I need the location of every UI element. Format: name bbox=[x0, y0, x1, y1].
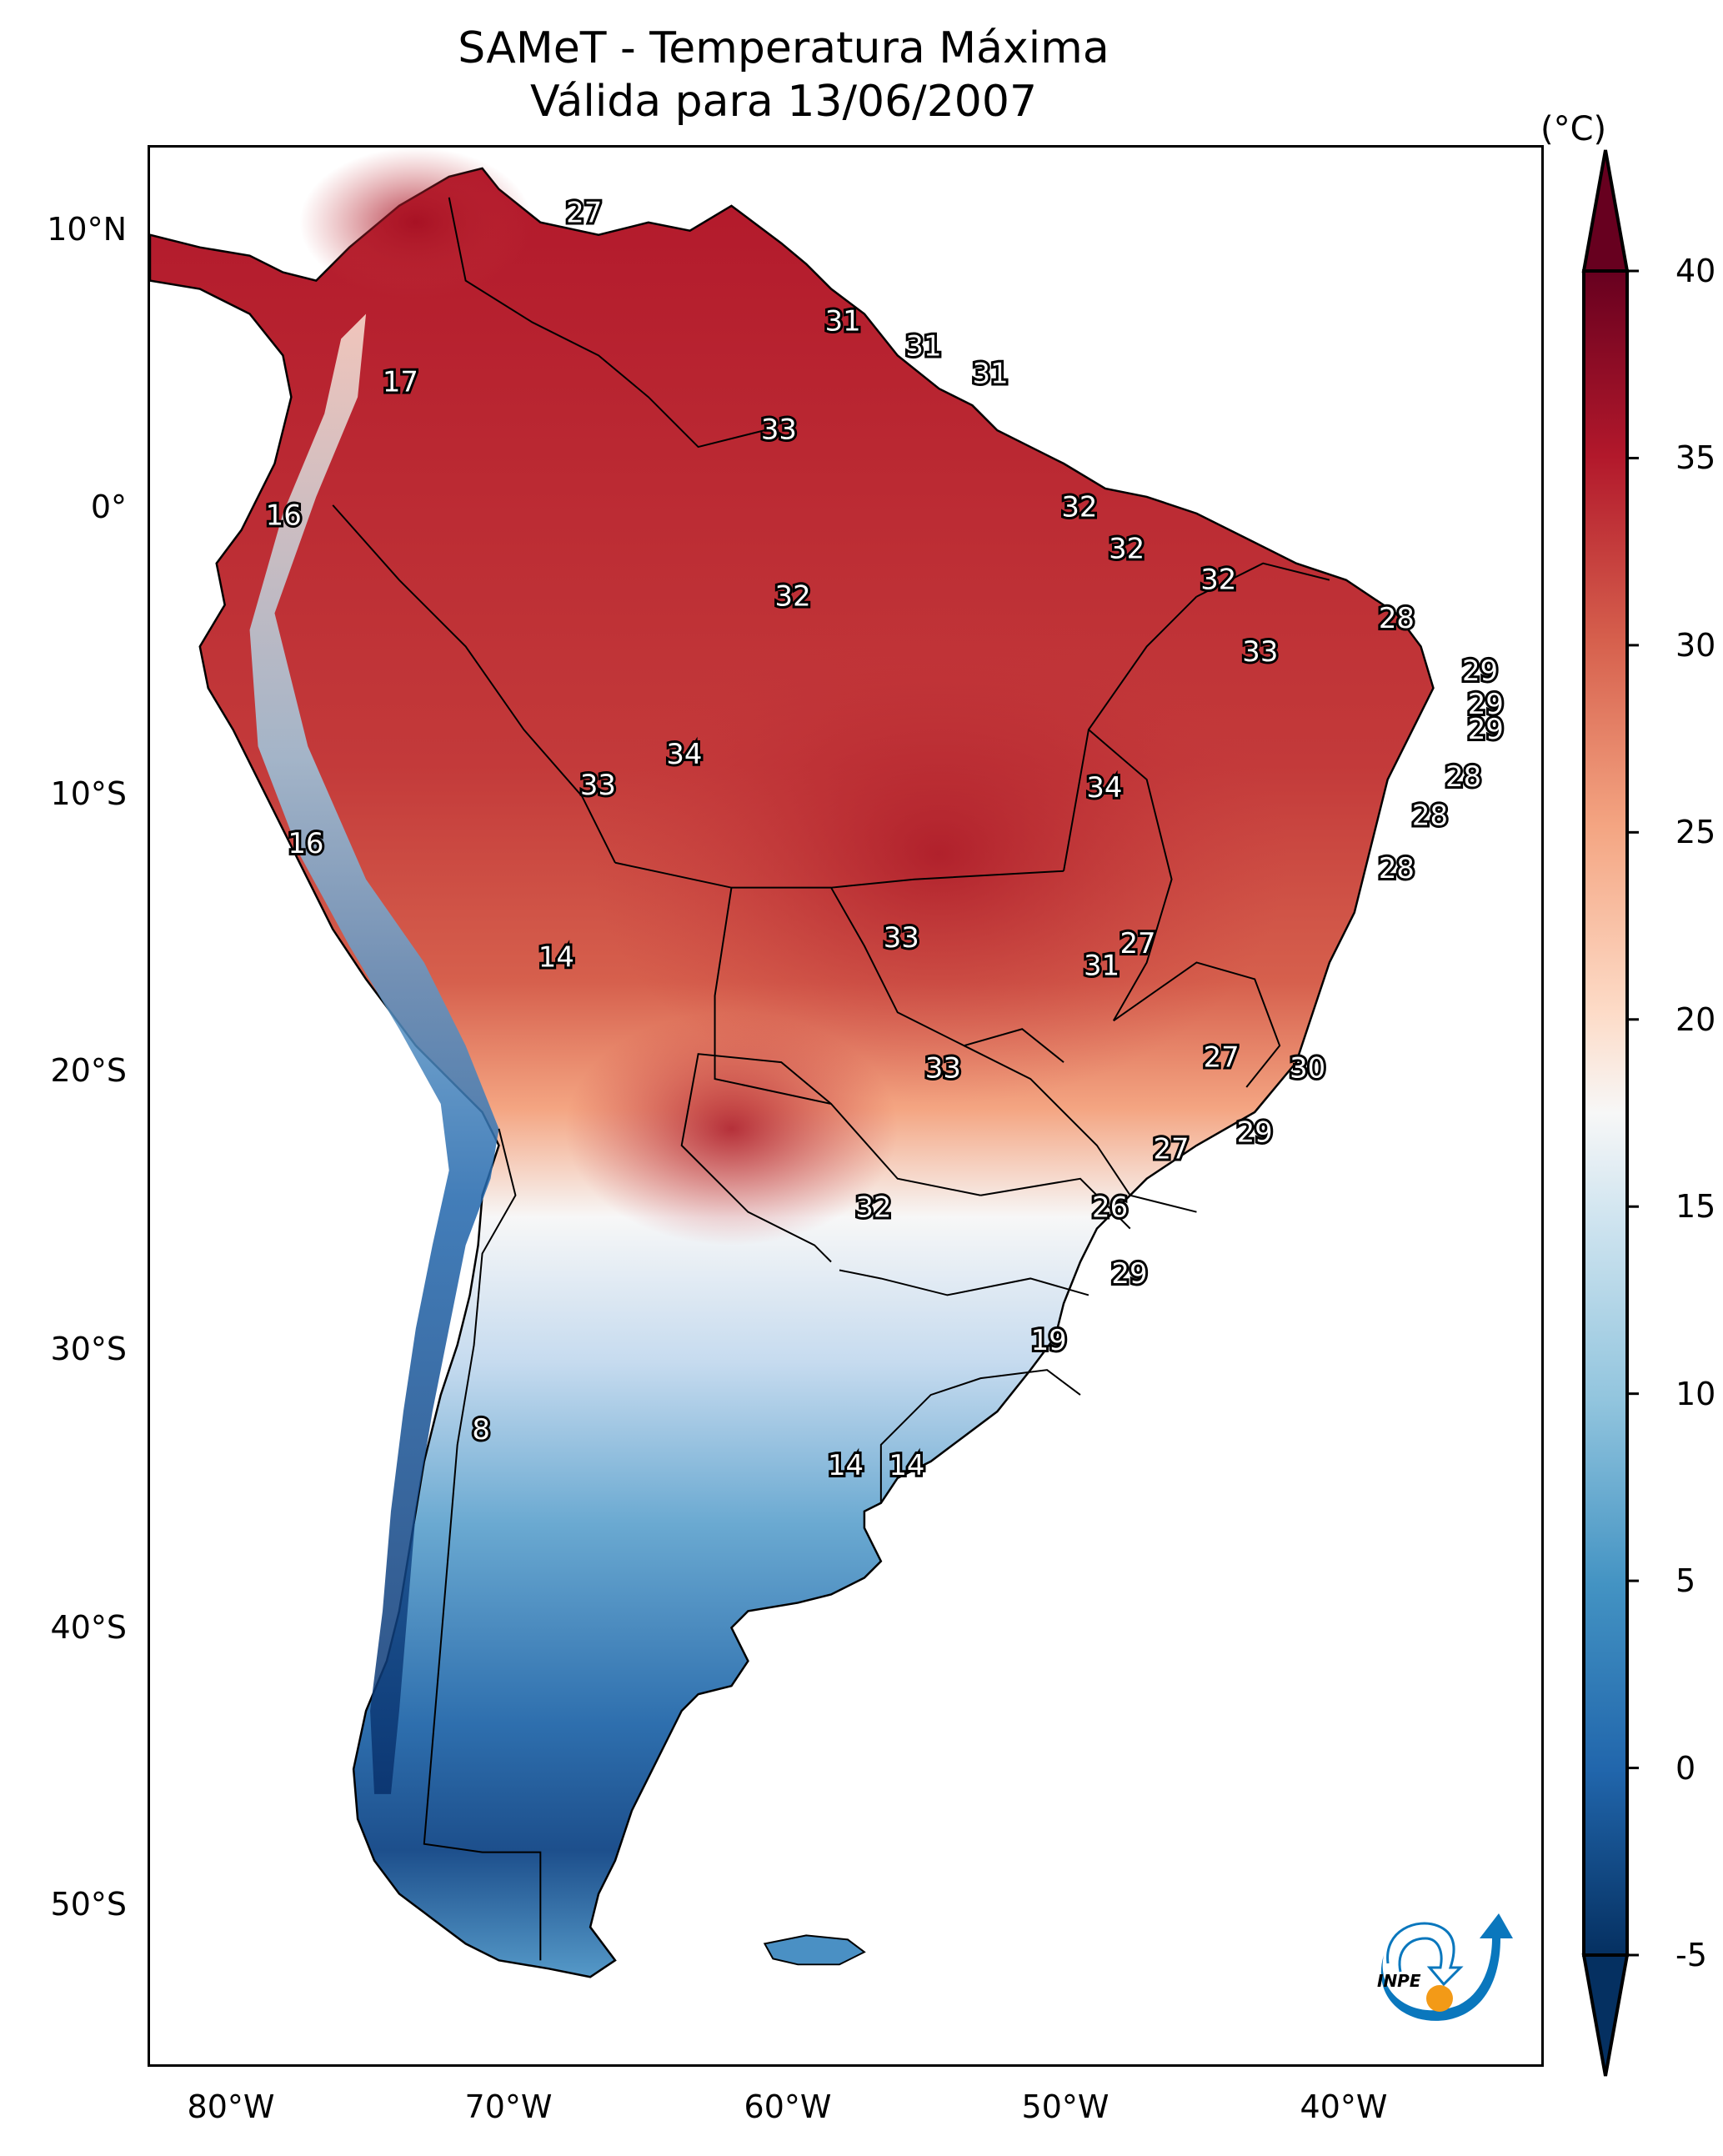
y-tick-10S: 10°S bbox=[50, 775, 127, 812]
colorbar-extend-top bbox=[1581, 149, 1630, 273]
temperature-label: 32 bbox=[775, 579, 811, 612]
y-tick-50S: 50°S bbox=[50, 1886, 127, 1923]
colorbar-body bbox=[1582, 269, 1629, 1957]
colorbar-unit-label: (°C) bbox=[1540, 110, 1607, 148]
logo-text: INPE bbox=[1377, 1971, 1421, 1991]
colorbar-tick-label: 20 bbox=[1675, 1000, 1716, 1038]
colorbar-tick-label: 15 bbox=[1675, 1188, 1716, 1226]
temperature-label: 29 bbox=[1462, 654, 1498, 687]
temperature-label: 26 bbox=[1092, 1191, 1128, 1223]
logo-loop-arrow-icon bbox=[1386, 1922, 1464, 1987]
colorbar-tick-label: 30 bbox=[1675, 626, 1716, 664]
y-tick-30S: 30°S bbox=[50, 1331, 127, 1367]
colorbar-tick-label: -5 bbox=[1675, 1937, 1707, 1973]
temperature-label: 14 bbox=[538, 940, 574, 973]
temperature-label: 27 bbox=[1154, 1132, 1190, 1165]
political-borders bbox=[332, 197, 1330, 1961]
chart-subtitle: Válida para 13/06/2007 bbox=[529, 77, 1038, 127]
y-tick-20S: 20°S bbox=[50, 1052, 127, 1089]
temperature-label: 32 bbox=[1109, 533, 1144, 565]
colorbar-tick-label: 40 bbox=[1675, 253, 1716, 289]
temperature-label: 33 bbox=[1242, 635, 1278, 668]
colorbar-tick-marks bbox=[1627, 269, 1639, 1957]
temperature-label: 28 bbox=[1379, 852, 1415, 885]
temperature-label: 32 bbox=[1061, 491, 1097, 524]
temperature-label: 14 bbox=[828, 1449, 864, 1482]
temperature-label: 16 bbox=[288, 827, 323, 860]
temperature-label: 31 bbox=[905, 329, 941, 362]
inpe-logo: INPE bbox=[1377, 1913, 1513, 2021]
temperature-label: 27 bbox=[566, 196, 602, 228]
temperature-label: 31 bbox=[973, 358, 1009, 390]
colorbar bbox=[1581, 149, 1639, 2077]
x-tick-50W: 50°W bbox=[1021, 2088, 1109, 2125]
temperature-label: 29 bbox=[1468, 688, 1504, 720]
colorbar-tick-label: 0 bbox=[1675, 1749, 1696, 1787]
x-tick-60W: 60°W bbox=[744, 2088, 832, 2125]
temperature-label: 28 bbox=[1445, 760, 1481, 793]
temperature-label: 29 bbox=[1111, 1257, 1147, 1290]
map-panel: 27 17 16 31 31 31 33 32 32 32 32 28 33 29 29 29 34 33 34 28… bbox=[148, 145, 1544, 2067]
temperature-label: 19 bbox=[1031, 1324, 1067, 1356]
temperature-label: 16 bbox=[266, 499, 302, 532]
temperature-label: 27 bbox=[1119, 927, 1155, 960]
temperature-label: 33 bbox=[884, 921, 919, 954]
hot-core-amazon bbox=[590, 604, 1289, 1105]
temperature-label: 32 bbox=[855, 1191, 891, 1223]
colorbar-tick-label: 25 bbox=[1675, 814, 1716, 851]
temperature-label: 28 bbox=[1412, 799, 1448, 831]
colorbar-extend-bottom bbox=[1581, 1953, 1630, 2077]
temperature-label: 29 bbox=[1468, 713, 1504, 745]
chart-title: SAMeT - Temperatura Máxima bbox=[458, 23, 1109, 73]
andes-cold-band bbox=[249, 313, 499, 1794]
x-tick-70W: 70°W bbox=[464, 2088, 553, 2125]
y-tick-0: 0° bbox=[90, 489, 127, 525]
hot-core-north bbox=[299, 148, 533, 298]
falkland-islands bbox=[763, 1934, 866, 1966]
colorbar-tick-label: 10 bbox=[1675, 1375, 1716, 1412]
temperature-label: 31 bbox=[1084, 949, 1119, 981]
logo-swoosh-icon bbox=[1380, 1913, 1513, 2021]
temperature-label: 17 bbox=[383, 366, 418, 399]
temperature-label: 14 bbox=[889, 1449, 924, 1482]
temperature-label: 33 bbox=[580, 769, 616, 801]
temperature-label: 34 bbox=[1086, 771, 1122, 804]
logo-dot-icon bbox=[1426, 1985, 1453, 2012]
y-tick-10N: 10°N bbox=[47, 211, 127, 248]
x-tick-40W: 40°W bbox=[1300, 2088, 1388, 2125]
temperature-label: 34 bbox=[666, 738, 702, 770]
y-tick-40S: 40°S bbox=[50, 1609, 127, 1646]
temperature-label: 31 bbox=[825, 304, 861, 337]
temperature-label: 8 bbox=[472, 1413, 490, 1446]
temperature-label: 30 bbox=[1290, 1052, 1325, 1085]
temperature-label: 32 bbox=[1200, 563, 1236, 595]
temperature-label: 33 bbox=[925, 1052, 961, 1085]
hot-core-chaco bbox=[565, 1012, 898, 1246]
temperature-label: 33 bbox=[761, 413, 797, 445]
temperature-label: 28 bbox=[1379, 602, 1415, 634]
x-tick-80W: 80°W bbox=[187, 2088, 275, 2125]
temperature-label: 29 bbox=[1237, 1116, 1273, 1148]
colorbar-tick-label: 5 bbox=[1675, 1562, 1696, 1600]
colorbar-tick-label: 35 bbox=[1675, 439, 1716, 477]
temperature-label: 27 bbox=[1204, 1040, 1240, 1073]
